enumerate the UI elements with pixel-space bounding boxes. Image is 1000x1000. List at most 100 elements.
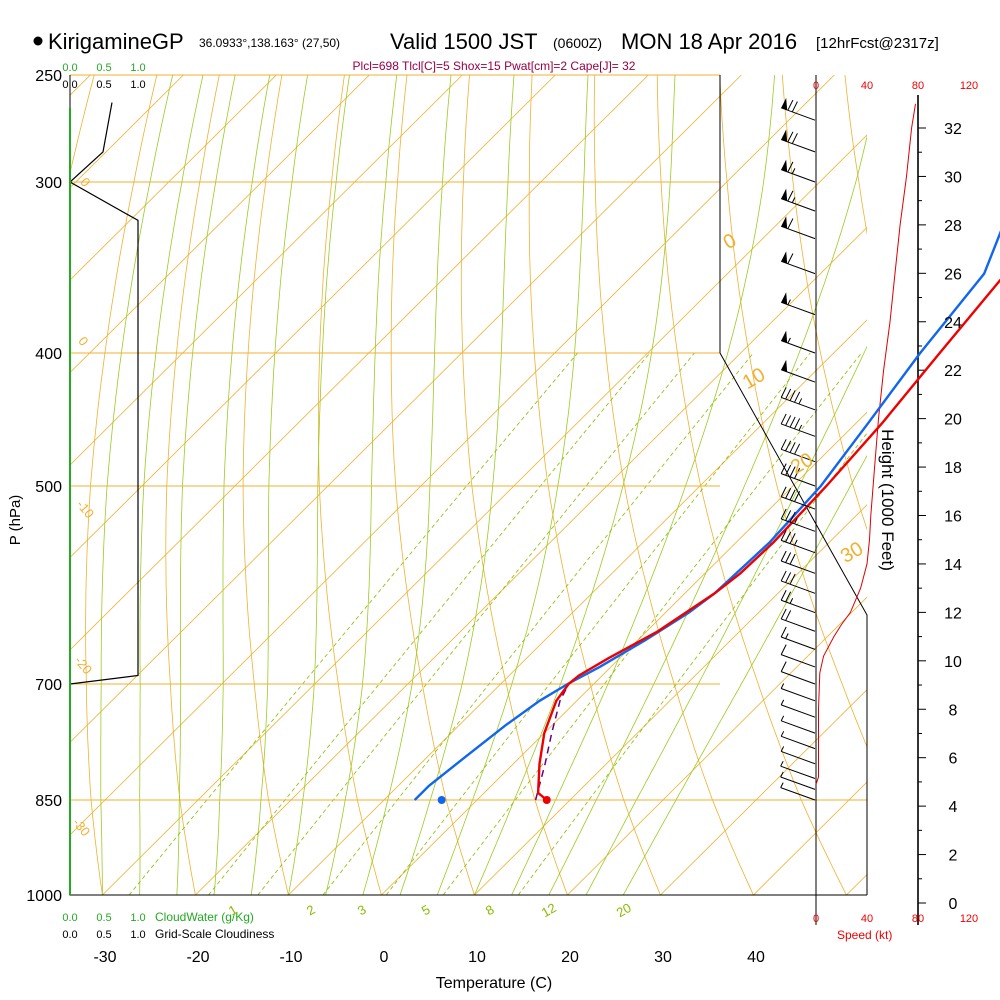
wind-barb-feather (785, 510, 792, 521)
wind-barb (780, 746, 816, 765)
skewt-plot-area (68, 74, 1000, 925)
wind-barb-staff (780, 654, 816, 668)
isotherm-line (660, 689, 867, 895)
wind-barb (780, 159, 816, 183)
temperature-tick-label: 0 (380, 949, 389, 966)
wind-barb-feather (780, 508, 787, 520)
wind-barb-feather (787, 99, 794, 111)
mixing-ratio-label: 8 (483, 902, 497, 919)
wind-barb (780, 508, 816, 532)
y-axis-label: P (hPa) (7, 495, 24, 546)
dry-adiabat-line (165, 75, 220, 895)
cloudwater-scale-label-bottom: 1.0 (130, 912, 145, 924)
height-tick-label: 14 (944, 557, 962, 574)
wind-barb-feather (789, 553, 796, 565)
wind-barb-feather (780, 626, 787, 638)
wind-barb (780, 782, 816, 801)
wind-barb (780, 715, 816, 734)
wind-barb (780, 530, 816, 554)
cloudwater-scale-label-top: 0.5 (96, 62, 111, 74)
valid-date: MON 18 Apr 2016 (621, 29, 797, 54)
wind-barb-staff (780, 750, 816, 765)
wind-barb-feather (785, 388, 792, 400)
wind-barb-feather (787, 337, 791, 344)
height-tick-label: 26 (944, 266, 962, 283)
pressure-tick-label: 500 (35, 479, 62, 496)
isotherm-line (70, 75, 463, 466)
x-axis-label: Temperature (C) (436, 975, 552, 992)
wind-barb-feather (787, 161, 794, 173)
station-marker-icon (33, 36, 43, 46)
stability-indices: Plcl=698 Tlcl[C]=5 Shox=15 Pwat[cm]=2 Ca… (353, 59, 636, 73)
wind-barb-feather (785, 552, 792, 563)
wind-barb-feather (789, 416, 796, 428)
dry-adiabat-line (719, 75, 867, 748)
wind-barb-feather (780, 530, 787, 541)
wind-barb-feather (780, 387, 787, 398)
wind-barb-feather (794, 518, 798, 524)
surface-temperature-dot (542, 796, 551, 804)
height-tick-label: 2 (949, 848, 958, 865)
isotherm-label: -10 (74, 497, 98, 521)
mixing-ratio-label: 12 (539, 900, 559, 920)
pressure-tick-label: 700 (35, 677, 62, 694)
wind-barb (780, 463, 816, 487)
moist-adiabat-line (288, 75, 350, 895)
wind-barb-feather (780, 644, 787, 655)
wind-barb-feather (785, 591, 792, 602)
wind-barb-feather (798, 398, 803, 404)
wind-barb-feather (787, 253, 794, 264)
wind-barb-staff (780, 107, 816, 121)
wind-barb-staff (780, 340, 816, 354)
mixing-ratio-line (442, 352, 862, 895)
plot-frame (69, 75, 867, 896)
dry-adiabat-line (970, 75, 1000, 895)
plot-frame-diagonal (719, 352, 868, 895)
wind-barb-staff (780, 423, 816, 437)
wind-barb-feather (789, 390, 796, 401)
wind-barb-staff (780, 518, 816, 532)
height-tick-label: 12 (944, 605, 962, 622)
cloudiness-scale-label-top: 1.0 (130, 79, 145, 91)
height-tick-label: 4 (949, 799, 958, 816)
temperature-tick-label: 10 (468, 949, 486, 966)
wind-barb-feather (791, 101, 798, 112)
temperature-tick-label: -30 (93, 949, 116, 966)
wind-barb (780, 590, 816, 614)
isotherm-line (70, 75, 184, 189)
wind-barb (780, 439, 816, 463)
wind-barb-pennant (781, 129, 788, 142)
wind-barb (780, 626, 816, 650)
wind-barb-staff (780, 765, 816, 780)
temperature-tick-label: -10 (279, 949, 302, 966)
mixing-ratio-line (128, 352, 578, 895)
wind-barb-feather (780, 782, 784, 788)
wind-barb-staff (780, 776, 816, 790)
isotherm-label: -30 (70, 815, 94, 839)
wind-barb-feather (789, 466, 796, 477)
station-name: KirigamineGP (48, 29, 184, 54)
wind-barb-feather (789, 533, 796, 544)
wind-barb-feather (785, 488, 792, 499)
wind-barb-feather (787, 131, 794, 143)
pressure-tick-label: 300 (35, 175, 62, 192)
wind-barb-feather (791, 197, 796, 203)
dry-adiabat-line (85, 75, 158, 895)
mixing-ratio-line (208, 352, 651, 895)
wind-barb-pennant (781, 159, 788, 172)
dry-adiabat-label: 10 (739, 364, 769, 394)
wind-barb-feather (780, 715, 785, 722)
dewpoint-line (413, 230, 1000, 801)
wind-barb (780, 760, 816, 780)
temperature-tick-label: 30 (654, 949, 672, 966)
dry-adiabat-line (528, 75, 661, 895)
wind-barb-feather (780, 413, 787, 425)
moist-adiabat-line (436, 75, 589, 895)
wind-barb (780, 359, 816, 383)
temperature-tick-label: 20 (561, 949, 579, 966)
wind-barb-pennant (781, 330, 788, 343)
cloudwater-scale-label-bottom: 0.5 (96, 912, 111, 924)
wind-barb-feather (785, 415, 792, 426)
wind-barb (780, 387, 816, 411)
wind-barb-pennant (781, 251, 788, 264)
